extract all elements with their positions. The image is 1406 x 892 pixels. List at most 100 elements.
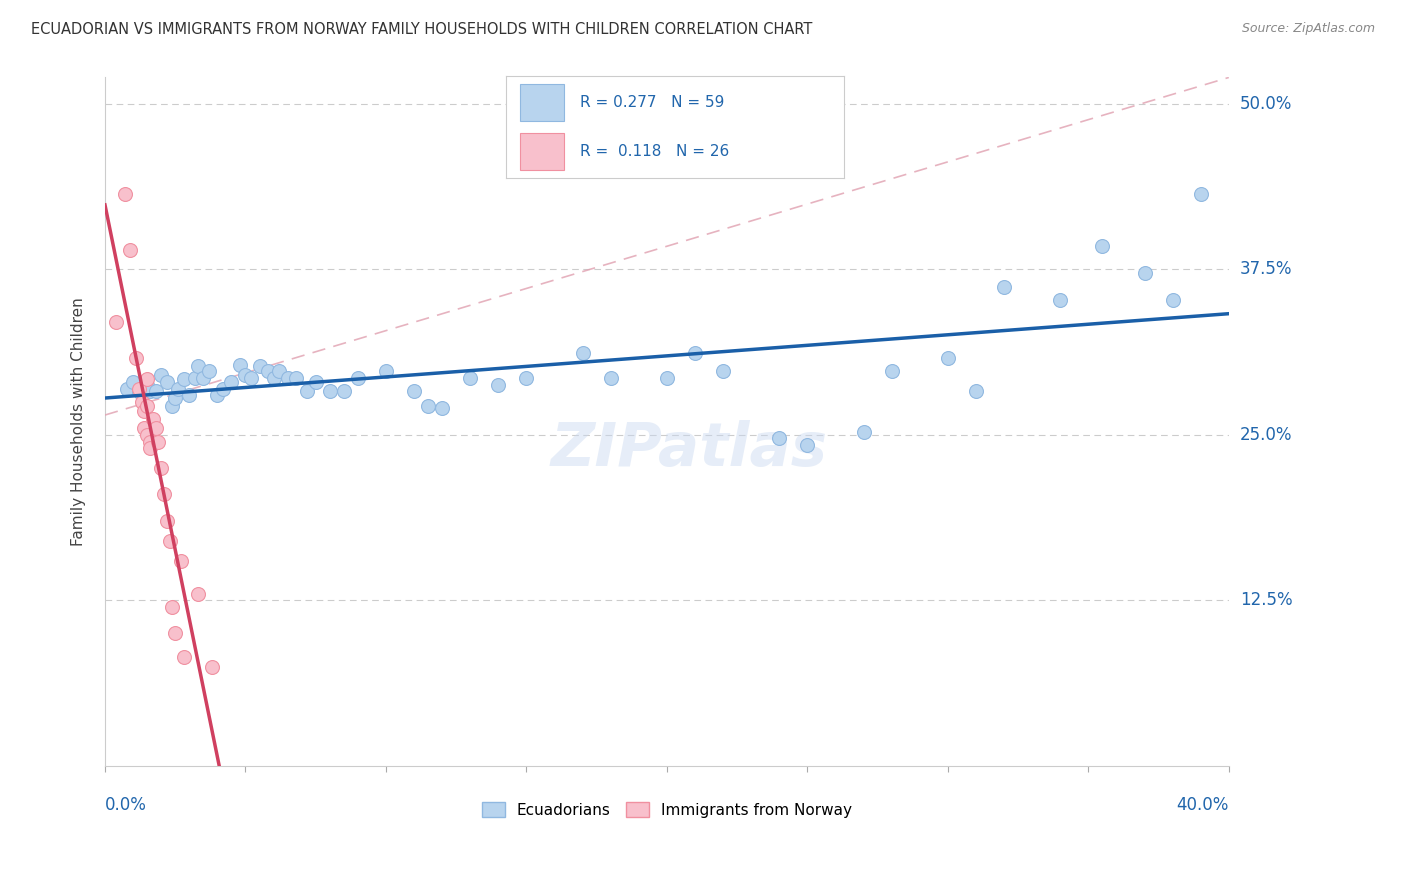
Point	[105, 315, 128, 329]
Point	[136, 399, 159, 413]
Point	[375, 364, 398, 378]
Point	[198, 364, 221, 378]
Point	[173, 650, 195, 665]
Text: 50.0%: 50.0%	[1240, 95, 1292, 113]
Point	[277, 371, 299, 385]
Point	[136, 372, 159, 386]
Point	[221, 375, 243, 389]
Point	[796, 438, 818, 452]
Point	[162, 399, 184, 413]
Point	[153, 487, 176, 501]
Bar	[520, 133, 564, 170]
Point	[136, 428, 159, 442]
Text: R = 0.277   N = 59: R = 0.277 N = 59	[581, 95, 724, 110]
Point	[162, 599, 184, 614]
Y-axis label: Family Households with Children: Family Households with Children	[72, 297, 86, 546]
Point	[212, 382, 235, 396]
Point	[257, 364, 280, 378]
Point	[1133, 266, 1156, 280]
Bar	[520, 84, 564, 121]
Point	[159, 533, 181, 548]
Point	[131, 394, 153, 409]
Point	[1091, 238, 1114, 252]
Point	[458, 371, 481, 385]
Legend: Ecuadorians, Immigrants from Norway: Ecuadorians, Immigrants from Norway	[475, 796, 858, 823]
Point	[128, 382, 150, 396]
Text: 40.0%: 40.0%	[1177, 797, 1229, 814]
Text: 0.0%: 0.0%	[105, 797, 146, 814]
Point	[179, 388, 201, 402]
Point	[768, 431, 790, 445]
Point	[430, 401, 453, 416]
Point	[145, 384, 167, 399]
Point	[599, 371, 621, 385]
Point	[416, 399, 439, 413]
Point	[122, 375, 145, 389]
Point	[1049, 293, 1071, 307]
Point	[965, 384, 987, 399]
Point	[936, 351, 959, 365]
Point	[285, 371, 308, 385]
Point	[167, 382, 190, 396]
Point	[852, 425, 875, 440]
Point	[184, 371, 207, 385]
Point	[229, 358, 252, 372]
Point	[1189, 186, 1212, 201]
Point	[711, 364, 734, 378]
Point	[136, 377, 159, 392]
Point	[269, 364, 291, 378]
Point	[193, 371, 215, 385]
Text: ZIPatlas: ZIPatlas	[551, 420, 828, 479]
Point	[139, 434, 162, 449]
Text: 37.5%: 37.5%	[1240, 260, 1292, 278]
Point	[655, 371, 678, 385]
Point	[187, 587, 209, 601]
Point	[142, 412, 165, 426]
Point	[571, 346, 593, 360]
Point	[128, 384, 150, 399]
Point	[305, 375, 328, 389]
Text: R =  0.118   N = 26: R = 0.118 N = 26	[581, 145, 730, 160]
Point	[165, 391, 187, 405]
Point	[515, 371, 537, 385]
Point	[319, 384, 342, 399]
Point	[131, 388, 153, 402]
Point	[249, 359, 271, 373]
Text: 25.0%: 25.0%	[1240, 425, 1292, 444]
Point	[148, 434, 170, 449]
Point	[201, 659, 224, 673]
Text: ECUADORIAN VS IMMIGRANTS FROM NORWAY FAMILY HOUSEHOLDS WITH CHILDREN CORRELATION: ECUADORIAN VS IMMIGRANTS FROM NORWAY FAM…	[31, 22, 813, 37]
Point	[993, 279, 1015, 293]
Point	[486, 377, 509, 392]
Point	[207, 388, 229, 402]
Point	[139, 441, 162, 455]
Point	[150, 368, 173, 383]
Point	[134, 421, 156, 435]
Point	[333, 384, 356, 399]
Point	[120, 243, 142, 257]
Point	[347, 371, 370, 385]
Point	[114, 186, 136, 201]
Point	[240, 371, 263, 385]
Point	[880, 364, 903, 378]
Point	[1161, 293, 1184, 307]
Point	[187, 359, 209, 373]
Point	[165, 626, 187, 640]
Text: 12.5%: 12.5%	[1240, 591, 1292, 609]
Point	[145, 421, 167, 435]
Point	[297, 384, 319, 399]
Point	[402, 384, 425, 399]
Point	[139, 384, 162, 399]
Text: Source: ZipAtlas.com: Source: ZipAtlas.com	[1241, 22, 1375, 36]
Point	[134, 404, 156, 418]
Point	[235, 368, 257, 383]
Point	[117, 382, 139, 396]
Point	[263, 371, 285, 385]
Point	[683, 346, 706, 360]
Point	[156, 375, 179, 389]
Point	[125, 351, 148, 365]
Point	[156, 514, 179, 528]
Point	[173, 372, 195, 386]
Point	[150, 461, 173, 475]
Point	[170, 554, 193, 568]
